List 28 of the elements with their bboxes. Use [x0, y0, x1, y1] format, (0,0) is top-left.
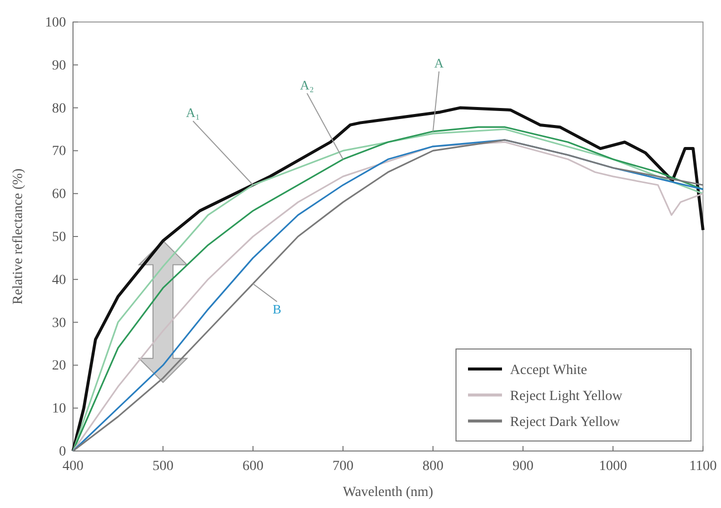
y-tick-label: 90	[52, 58, 66, 74]
y-tick-label: 60	[52, 187, 66, 202]
x-tick-label: 400	[62, 458, 84, 474]
y-tick-label: 50	[52, 230, 66, 245]
y-tick-label: 20	[52, 358, 66, 374]
x-tick-label: 900	[512, 458, 534, 474]
x-tick-label: 800	[422, 458, 444, 474]
y-axis-title: Relative reflectance (%)	[11, 168, 26, 305]
y-tick-label: 100	[45, 15, 66, 30]
y-tick-label: 40	[52, 272, 66, 288]
y-tick-label: 70	[52, 144, 66, 160]
annotation: A₁	[186, 105, 200, 120]
y-tick-label: 0	[59, 444, 66, 460]
annotation: B	[272, 302, 282, 317]
legend-label: Reject Dark Yellow	[510, 415, 621, 430]
annotation: A₂	[300, 77, 314, 92]
x-tick-label: 1000	[599, 458, 627, 474]
x-tick-label: 1100	[689, 458, 717, 474]
legend-label: Reject Light Yellow	[510, 389, 624, 404]
x-tick-label: 700	[332, 458, 354, 474]
y-tick-label: 80	[52, 101, 66, 116]
x-tick-label: 500	[152, 458, 174, 474]
y-tick-label: 30	[52, 316, 66, 331]
legend-label: Accept White	[510, 363, 588, 378]
annotation: A	[434, 55, 444, 70]
x-tick-label: 600	[242, 458, 264, 474]
x-axis-title: Wavelenth (nm)	[342, 485, 434, 500]
y-tick-label: 10	[52, 402, 66, 417]
